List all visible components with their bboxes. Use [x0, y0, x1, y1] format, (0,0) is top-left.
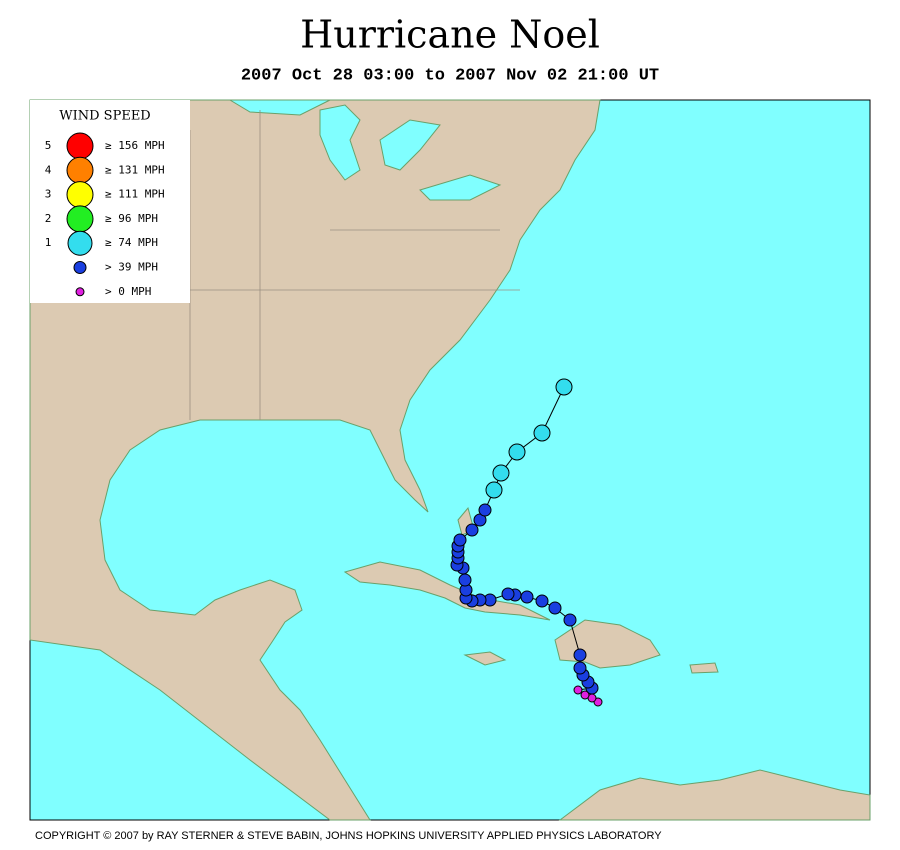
legend-category: 2: [45, 212, 52, 225]
legend-label: ≥ 131 MPH: [105, 163, 165, 176]
title: Hurricane Noel: [300, 13, 600, 57]
lake: [228, 99, 331, 116]
legend-swatch: [66, 181, 94, 209]
lake: [419, 174, 502, 201]
track-point: [533, 424, 551, 442]
legend-swatch: [66, 205, 94, 233]
legend-label: ≥ 96 MPH: [105, 212, 158, 225]
track-point: [520, 590, 534, 604]
track-point: [548, 601, 562, 615]
track-point: [508, 443, 526, 461]
legend-category: 4: [45, 163, 52, 176]
legend-swatch: [66, 156, 94, 184]
legend-box: [30, 100, 190, 303]
track-point: [453, 533, 467, 547]
legend-category: 5: [45, 139, 52, 152]
south-america: [558, 769, 871, 821]
legend: WIND SPEED 5 ≥ 156 MPH 4 ≥ 131 MPH 3 ≥ 111 MP…: [30, 100, 190, 303]
legend-label: > 0 MPH: [105, 285, 151, 298]
cuba: [343, 561, 551, 621]
legend-label: > 39 MPH: [105, 261, 158, 274]
track-point: [485, 481, 503, 499]
subtitle: 2007 Oct 28 03:00 to 2007 Nov 02 21:00 U…: [241, 66, 659, 85]
copyright: COPYRIGHT © 2007 by RAY STERNER & STEVE …: [35, 830, 662, 842]
lake: [379, 119, 441, 171]
legend-category: 1: [45, 236, 52, 249]
track-point: [580, 690, 590, 700]
legend-swatch: [75, 287, 85, 297]
track-point: [478, 503, 492, 517]
track-point: [573, 661, 587, 675]
track-point: [458, 573, 472, 587]
legend-swatch: [73, 261, 87, 274]
track-point: [501, 587, 515, 601]
track-point: [465, 523, 479, 537]
track-point: [535, 594, 549, 608]
legend-label: ≥ 74 MPH: [105, 236, 158, 249]
legend-label: ≥ 156 MPH: [105, 139, 165, 152]
track-point: [563, 613, 577, 627]
jamaica: [463, 651, 507, 666]
legend-swatch: [66, 132, 94, 160]
legend-label: ≥ 111 MPH: [105, 188, 165, 201]
track-point: [573, 685, 583, 695]
lake: [319, 104, 361, 181]
track-point: [492, 464, 510, 482]
legend-swatch: [67, 230, 93, 256]
legend-items: 5 ≥ 156 MPH 4 ≥ 131 MPH 3 ≥ 111 MPH 2 ≥ 96 MPH 1…: [45, 132, 165, 298]
track-point: [573, 648, 587, 662]
legend-title: WIND SPEED: [59, 109, 150, 124]
track-point: [555, 378, 573, 396]
puerto-rico: [689, 662, 719, 674]
legend-category: 3: [45, 188, 52, 201]
storm-track: [450, 378, 603, 707]
